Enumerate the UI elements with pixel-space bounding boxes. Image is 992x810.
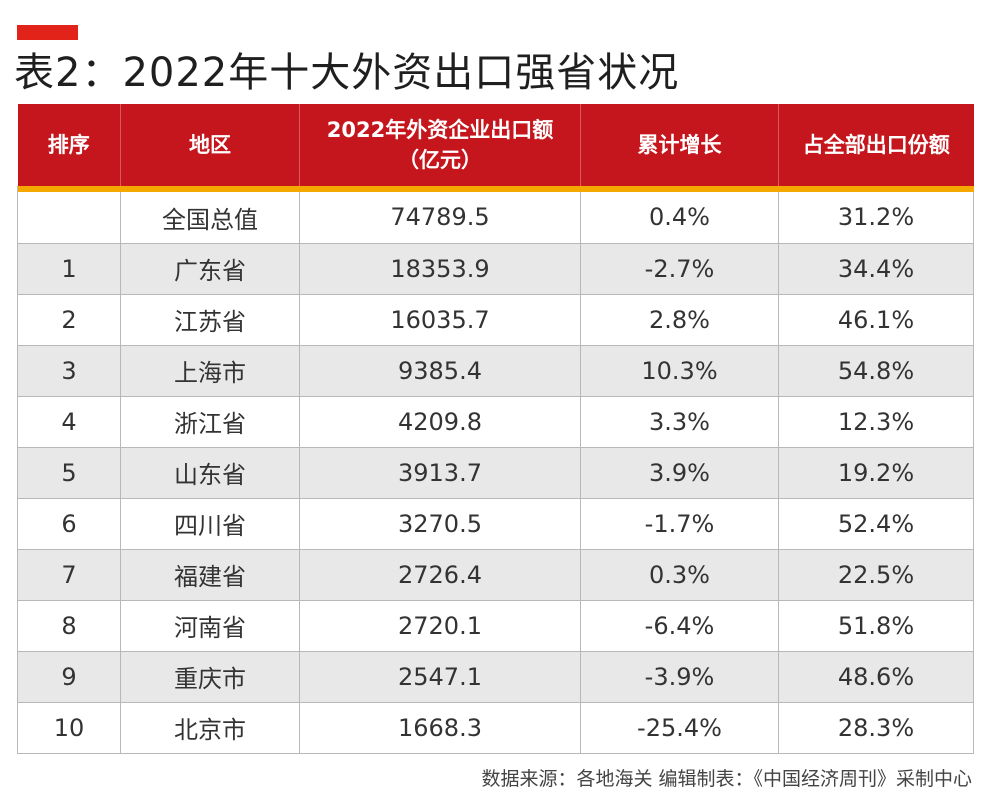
cell-region: 北京市	[120, 702, 300, 754]
cell-export-amount: 2726.4	[299, 549, 581, 601]
cell-region: 广东省	[120, 243, 300, 295]
cell-export-amount: 9385.4	[299, 345, 581, 397]
data-table-container: 排序 地区 2022年外资企业出口额 （亿元） 累计增长 占全部出口份额 全国总…	[17, 104, 974, 754]
cell-share: 52.4%	[778, 498, 974, 550]
header-rank: 排序	[17, 104, 121, 186]
cell-rank	[17, 192, 121, 244]
header-share: 占全部出口份额	[778, 104, 974, 186]
cell-rank: 3	[17, 345, 121, 397]
cell-rank: 2	[17, 294, 121, 346]
page-title: 表2：2022年十大外资出口强省状况	[14, 50, 680, 96]
cell-share: 31.2%	[778, 192, 974, 244]
cell-growth: 3.3%	[580, 396, 779, 448]
cell-share: 28.3%	[778, 702, 974, 754]
cell-growth: -6.4%	[580, 600, 779, 652]
cell-growth: 3.9%	[580, 447, 779, 499]
table-row: 7 福建省 2726.4 0.3% 22.5%	[17, 549, 974, 601]
cell-region: 河南省	[120, 600, 300, 652]
table-row: 6 四川省 3270.5 -1.7% 52.4%	[17, 498, 974, 550]
cell-region: 福建省	[120, 549, 300, 601]
cell-export-amount: 3270.5	[299, 498, 581, 550]
cell-share: 46.1%	[778, 294, 974, 346]
cell-growth: 0.3%	[580, 549, 779, 601]
table-row: 全国总值 74789.5 0.4% 31.2%	[17, 192, 974, 244]
table-row: 3 上海市 9385.4 10.3% 54.8%	[17, 345, 974, 397]
accent-bar	[17, 25, 78, 40]
cell-region: 上海市	[120, 345, 300, 397]
data-table: 排序 地区 2022年外资企业出口额 （亿元） 累计增长 占全部出口份额 全国总…	[17, 104, 974, 754]
cell-export-amount: 4209.8	[299, 396, 581, 448]
header-growth: 累计增长	[580, 104, 779, 186]
header-underline	[17, 186, 974, 192]
table-row: 4 浙江省 4209.8 3.3% 12.3%	[17, 396, 974, 448]
cell-growth: -25.4%	[580, 702, 779, 754]
cell-share: 34.4%	[778, 243, 974, 295]
cell-export-amount: 74789.5	[299, 192, 581, 244]
table-row: 9 重庆市 2547.1 -3.9% 48.6%	[17, 651, 974, 703]
cell-growth: 2.8%	[580, 294, 779, 346]
header-export-amount: 2022年外资企业出口额 （亿元）	[299, 104, 581, 186]
table-row: 10 北京市 1668.3 -25.4% 28.3%	[17, 702, 974, 754]
cell-rank: 8	[17, 600, 121, 652]
cell-rank: 10	[17, 702, 121, 754]
cell-export-amount: 1668.3	[299, 702, 581, 754]
cell-growth: 10.3%	[580, 345, 779, 397]
table-row: 8 河南省 2720.1 -6.4% 51.8%	[17, 600, 974, 652]
cell-share: 54.8%	[778, 345, 974, 397]
header-export-amount-text: 2022年外资企业出口额 （亿元）	[326, 118, 554, 172]
source-footnote: 数据来源：各地海关 编辑制表：《中国经济周刊》采制中心	[481, 768, 972, 790]
cell-growth: -3.9%	[580, 651, 779, 703]
cell-export-amount: 3913.7	[299, 447, 581, 499]
cell-region: 江苏省	[120, 294, 300, 346]
table-row: 5 山东省 3913.7 3.9% 19.2%	[17, 447, 974, 499]
cell-growth: -2.7%	[580, 243, 779, 295]
table-row: 2 江苏省 16035.7 2.8% 46.1%	[17, 294, 974, 346]
cell-share: 12.3%	[778, 396, 974, 448]
cell-rank: 1	[17, 243, 121, 295]
cell-export-amount: 2720.1	[299, 600, 581, 652]
cell-rank: 4	[17, 396, 121, 448]
table-row: 1 广东省 18353.9 -2.7% 34.4%	[17, 243, 974, 295]
cell-region: 四川省	[120, 498, 300, 550]
cell-share: 48.6%	[778, 651, 974, 703]
cell-region: 重庆市	[120, 651, 300, 703]
cell-growth: -1.7%	[580, 498, 779, 550]
table-header-row: 排序 地区 2022年外资企业出口额 （亿元） 累计增长 占全部出口份额	[17, 104, 974, 186]
cell-rank: 7	[17, 549, 121, 601]
cell-region: 浙江省	[120, 396, 300, 448]
cell-share: 22.5%	[778, 549, 974, 601]
cell-rank: 6	[17, 498, 121, 550]
cell-region: 山东省	[120, 447, 300, 499]
cell-share: 19.2%	[778, 447, 974, 499]
cell-region: 全国总值	[120, 192, 300, 244]
cell-export-amount: 18353.9	[299, 243, 581, 295]
cell-share: 51.8%	[778, 600, 974, 652]
cell-rank: 9	[17, 651, 121, 703]
cell-growth: 0.4%	[580, 192, 779, 244]
cell-export-amount: 2547.1	[299, 651, 581, 703]
cell-export-amount: 16035.7	[299, 294, 581, 346]
cell-rank: 5	[17, 447, 121, 499]
header-region: 地区	[120, 104, 300, 186]
